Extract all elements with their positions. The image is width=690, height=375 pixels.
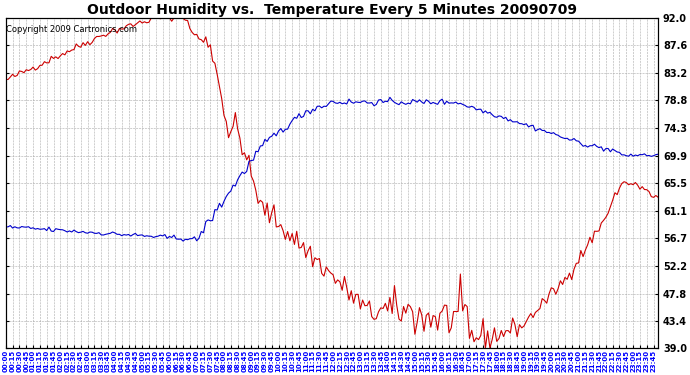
Text: Copyright 2009 Cartronics.com: Copyright 2009 Cartronics.com — [6, 24, 137, 33]
Title: Outdoor Humidity vs.  Temperature Every 5 Minutes 20090709: Outdoor Humidity vs. Temperature Every 5… — [87, 3, 577, 17]
